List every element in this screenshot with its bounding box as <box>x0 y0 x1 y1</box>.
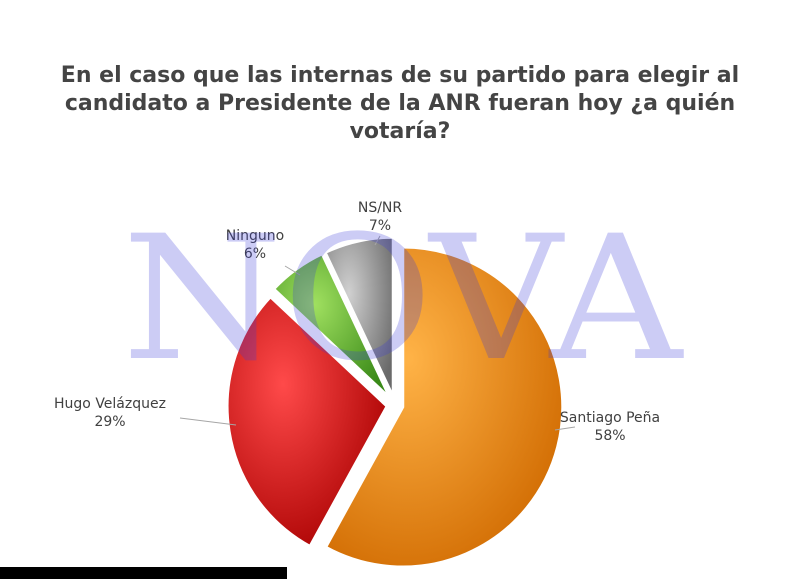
pie-slice-ns-nr <box>323 235 395 398</box>
data-label-value-ns-nr: 7% <box>369 218 391 234</box>
pie-slice-santiago-pena <box>323 245 565 569</box>
data-label-name-hugo-velazquez: Hugo Velázquez <box>54 396 166 412</box>
chart-title: En el caso que las internas de su partid… <box>60 63 740 144</box>
data-label-value-ninguno: 6% <box>244 246 266 262</box>
data-label-name-ninguno: Ninguno <box>226 228 284 244</box>
bottom-bar <box>0 567 287 579</box>
watermark-text: NOVA <box>122 198 684 399</box>
data-label-value-santiago-pena: 58% <box>594 428 625 444</box>
data-label-name-santiago-pena: Santiago Peña <box>560 410 660 426</box>
pie-slice-ninguno <box>271 251 392 400</box>
leader-line-santiago-pena <box>554 426 576 431</box>
leader-line-hugo-velazquez <box>179 417 237 426</box>
data-label-value-hugo-velazquez: 29% <box>94 414 125 430</box>
pie-slice-hugo-velazquez <box>225 294 389 549</box>
leader-line-ns-nr <box>374 235 381 246</box>
data-label-name-ns-nr: NS/NR <box>358 200 403 216</box>
leader-line-ninguno <box>284 265 301 276</box>
